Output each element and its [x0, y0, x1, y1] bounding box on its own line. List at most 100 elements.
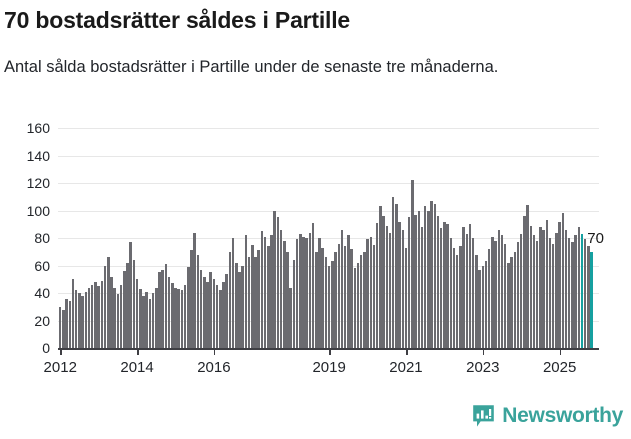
bar — [183, 284, 187, 348]
bar — [222, 282, 225, 348]
y-tick-label: 0 — [42, 340, 50, 356]
bar — [167, 276, 171, 348]
bar — [331, 261, 334, 348]
bar-chart-speech-bubble-icon — [473, 405, 495, 427]
bar — [113, 287, 116, 348]
bar — [539, 227, 542, 348]
bar — [71, 279, 75, 348]
bar — [68, 301, 72, 348]
bar — [532, 235, 536, 348]
bar — [238, 272, 241, 348]
highlight-value-label: 70 — [587, 229, 604, 247]
bar — [420, 227, 424, 348]
x-tick-label: 2016 — [197, 359, 231, 376]
bar — [500, 235, 504, 348]
bar — [487, 249, 491, 348]
bar — [513, 251, 517, 348]
bar — [283, 240, 286, 348]
gridline-0 — [58, 348, 599, 350]
bar — [260, 231, 264, 348]
bar — [257, 250, 260, 348]
x-tick — [137, 348, 139, 355]
bar — [577, 227, 581, 348]
bar — [228, 251, 232, 348]
bar — [382, 216, 385, 348]
bar — [574, 235, 577, 348]
bar — [471, 238, 475, 348]
bar — [411, 180, 414, 348]
bar — [571, 242, 574, 348]
bar — [231, 238, 235, 348]
bar — [475, 254, 478, 348]
bar — [561, 213, 565, 348]
bar — [468, 224, 472, 348]
bar — [142, 295, 145, 348]
bar — [196, 254, 200, 348]
bar — [174, 287, 177, 348]
newsworthy-logo[interactable]: Newsworthy — [472, 404, 623, 428]
bar — [75, 290, 78, 348]
gridline-140 — [58, 155, 599, 157]
bar — [81, 295, 84, 348]
bar — [404, 247, 408, 348]
bar-highlighted — [580, 233, 584, 348]
y-tick-label: 160 — [26, 120, 50, 136]
bar — [375, 222, 379, 348]
bar — [452, 247, 456, 348]
bar — [199, 269, 203, 348]
bar — [305, 238, 308, 348]
bar — [295, 239, 299, 348]
bar — [187, 266, 190, 348]
bar — [551, 243, 555, 348]
bar — [340, 229, 344, 348]
bar — [59, 306, 62, 348]
bar — [87, 287, 91, 348]
bar — [62, 309, 65, 348]
bar — [180, 290, 184, 348]
bar — [427, 210, 430, 348]
bar — [212, 279, 216, 348]
chart: 0 20 40 60 80 100 120 140 160 70 2012 2014 2016 201… — [0, 118, 631, 398]
bar — [97, 286, 100, 348]
bar — [481, 265, 485, 348]
bar — [311, 222, 315, 348]
bar — [423, 206, 427, 348]
brand-name: Newsworthy — [502, 404, 623, 427]
y-tick-label: 60 — [34, 257, 50, 274]
bar — [244, 235, 248, 348]
bar — [443, 221, 446, 348]
bar — [436, 216, 440, 348]
bar — [254, 257, 257, 348]
bar — [206, 282, 209, 348]
y-axis-labels: 0 20 40 60 80 100 120 140 160 — [0, 120, 50, 356]
bar — [372, 244, 376, 348]
bar — [446, 224, 449, 348]
bar — [129, 242, 132, 348]
bar — [366, 239, 369, 348]
bar — [430, 200, 433, 348]
bar — [529, 225, 533, 348]
bar — [327, 265, 331, 348]
x-tick — [482, 348, 485, 355]
bar — [273, 210, 276, 348]
y-tick-label: 40 — [34, 285, 50, 301]
bar — [161, 269, 164, 348]
bar — [503, 243, 507, 348]
bar — [324, 257, 328, 348]
bar — [391, 196, 395, 348]
bar — [478, 269, 481, 348]
bar — [171, 283, 174, 348]
bar — [219, 290, 222, 348]
bar — [235, 262, 238, 348]
bar — [356, 262, 360, 348]
bar — [347, 235, 350, 348]
y-tick-label: 80 — [34, 230, 50, 246]
bar — [247, 257, 251, 348]
bar — [334, 251, 337, 348]
bar — [564, 229, 568, 348]
bar — [526, 205, 529, 348]
bar-highlighted — [590, 251, 593, 348]
bar — [523, 216, 526, 348]
x-tick — [329, 348, 331, 355]
